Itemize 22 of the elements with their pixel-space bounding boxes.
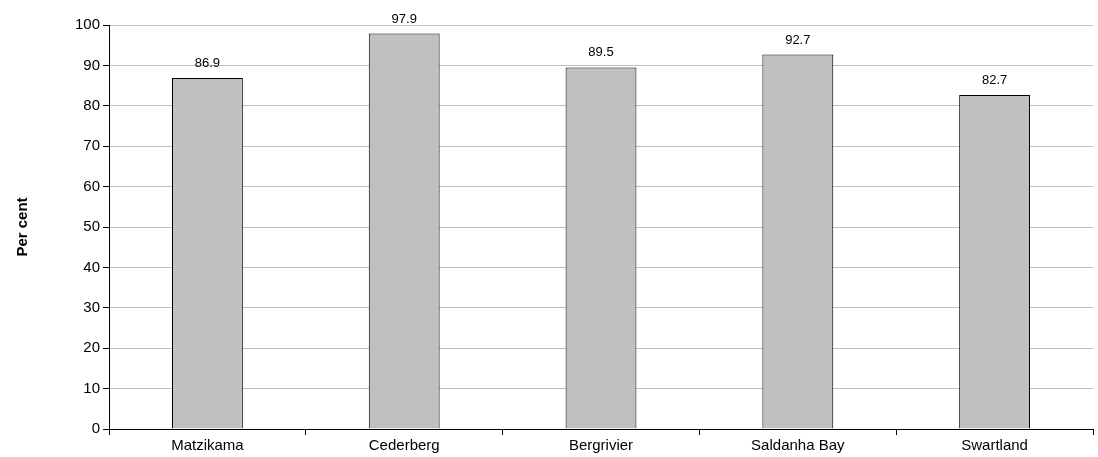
y-tick-label: 0 [91,419,101,437]
data-label: 82.7 [981,71,1008,87]
y-tick-label: 20 [83,338,101,356]
x-tick-label: Cederberg [368,436,440,454]
y-tick-label: 60 [83,176,101,194]
x-tick-label: Bergrivier [568,436,634,454]
y-tick-label: 50 [83,217,101,235]
data-label: 97.9 [391,10,417,26]
x-tick-label: Saldanha Bay [751,436,846,454]
y-tick-label: 40 [83,257,101,275]
x-tick-label: Matzikama [171,436,245,454]
y-tick-label: 10 [83,378,101,396]
data-label: 92.7 [785,31,811,47]
y-axis-title: Per cent [13,197,31,257]
y-tick-label: 30 [83,297,101,315]
data-label: 86.9 [194,55,221,70]
y-tick-label: 80 [83,95,101,113]
x-tick-label: Swartland [961,436,1028,454]
y-tick-label: 70 [83,136,101,154]
data-label: 89.5 [588,44,614,60]
y-tick-label: 90 [83,55,101,73]
y-tick-label: 100 [75,15,101,33]
